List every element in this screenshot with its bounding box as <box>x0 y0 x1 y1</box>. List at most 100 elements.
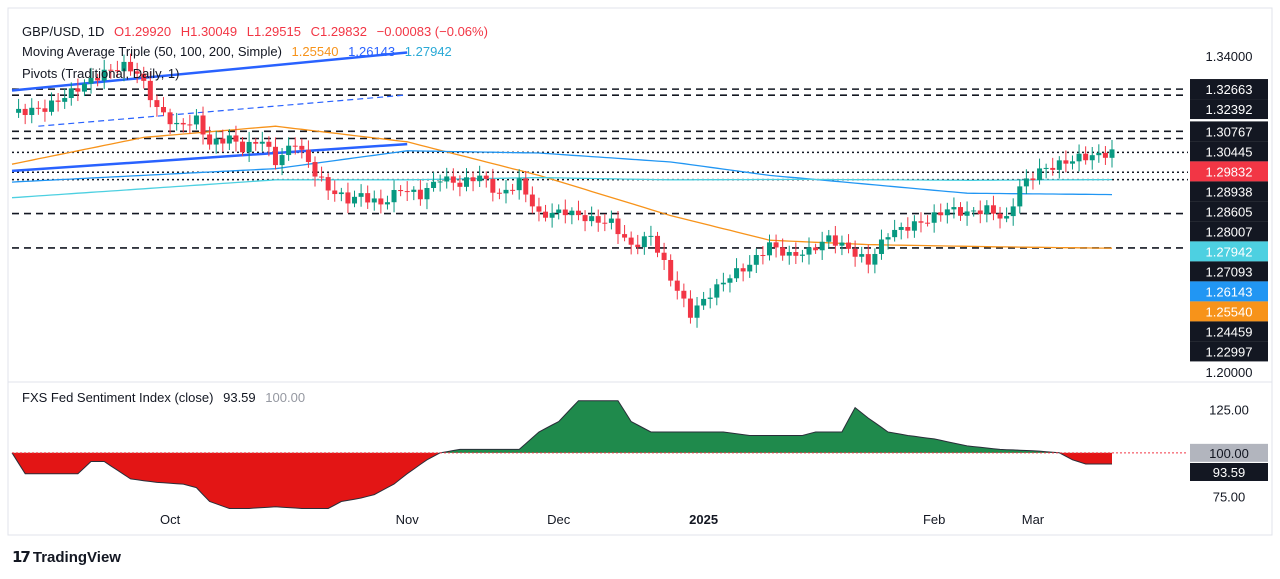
candle-body <box>859 254 865 257</box>
candle-body <box>938 212 944 216</box>
candle-body <box>990 205 996 214</box>
candle-body <box>358 193 364 197</box>
candle-body <box>305 149 311 163</box>
price-label-box <box>1190 241 1268 262</box>
sentiment-line <box>11 400 1112 509</box>
candle-body <box>193 115 199 125</box>
price-label: 1.25540 <box>1206 304 1253 319</box>
candle-body <box>1069 161 1075 164</box>
candle-body <box>292 145 298 147</box>
candle-body <box>701 298 707 306</box>
candle-body <box>608 218 614 223</box>
candle-body <box>905 227 911 231</box>
candle-body <box>417 189 423 200</box>
price-label: 1.29832 <box>1206 164 1253 179</box>
candle-body <box>727 278 733 283</box>
candle-body <box>477 175 483 182</box>
trend-line-lower <box>11 142 408 173</box>
candle-body <box>780 247 786 256</box>
candle-body <box>134 71 140 74</box>
candle-body <box>997 213 1003 219</box>
ma50-value: 1.25540 <box>291 44 339 59</box>
price-label: 1.30445 <box>1206 144 1253 159</box>
symbol-label[interactable]: GBP/USD, 1D <box>22 24 105 39</box>
chart-frame <box>7 7 1273 536</box>
candle-body <box>503 189 509 194</box>
candle-body <box>753 255 759 265</box>
candle-body <box>852 248 858 257</box>
candle-body <box>760 255 766 257</box>
candle-body <box>167 112 173 125</box>
price-label: 1.28938 <box>1206 184 1253 199</box>
ma-label[interactable]: Moving Average Triple (50, 100, 200, Sim… <box>22 44 282 59</box>
candle-body <box>378 198 384 205</box>
candle-body <box>42 108 48 112</box>
candle-body <box>253 141 259 144</box>
sentiment-last-label: 93.59 <box>1213 465 1246 480</box>
x-tick-label: Oct <box>160 512 181 527</box>
brand-name: TradingView <box>32 548 121 566</box>
trend-line-mid <box>38 94 408 127</box>
sentiment-area-below <box>12 452 1112 509</box>
tradingview-brand[interactable]: 𝟭𝟳 TradingView <box>12 548 121 567</box>
candle-body <box>740 268 746 272</box>
x-tick-label: 2025 <box>689 512 718 527</box>
candle-body <box>595 216 601 223</box>
candle-body <box>49 100 55 112</box>
candle-body <box>147 80 153 101</box>
candle-body <box>911 221 917 231</box>
price-label-box <box>1190 99 1268 120</box>
candle-body <box>279 155 285 166</box>
candle-body <box>1056 160 1062 170</box>
candle-body <box>516 178 522 191</box>
candle-body <box>259 141 265 144</box>
candle-body <box>964 211 970 216</box>
low-value: L1.29515 <box>246 24 301 39</box>
candle-body <box>1017 186 1023 207</box>
candle-body <box>766 242 772 256</box>
candle-body <box>345 192 351 204</box>
candle-body <box>431 181 437 189</box>
price-label-box <box>1190 321 1268 342</box>
candle-body <box>892 229 898 238</box>
ma-line <box>11 150 1113 196</box>
fxs-label[interactable]: FXS Fed Sentiment Index (close) <box>22 390 214 405</box>
candle-body <box>668 259 674 281</box>
candle-body <box>575 210 581 216</box>
candle-body <box>35 107 41 109</box>
x-tick-label: Nov <box>396 512 420 527</box>
candle-body <box>272 146 278 166</box>
candle-body <box>1063 160 1069 164</box>
candle-body <box>29 107 35 116</box>
price-label: 1.32663 <box>1206 82 1253 97</box>
x-tick-label: Mar <box>1022 512 1045 527</box>
candle-body <box>806 247 812 255</box>
candle-body <box>325 177 331 191</box>
y-tick-label: 75.00 <box>1213 489 1246 504</box>
price-label: 1.27093 <box>1206 264 1253 279</box>
candle-body <box>661 252 667 260</box>
candle-body <box>365 193 371 203</box>
x-tick-label: Feb <box>923 512 945 527</box>
candle-body <box>543 211 549 218</box>
candle-body <box>114 70 120 72</box>
candle-body <box>536 206 542 212</box>
candle-body <box>312 162 318 177</box>
tradingview-logo-icon: 𝟭𝟳 <box>12 549 31 566</box>
candle-body <box>523 178 529 195</box>
candle-body <box>266 141 272 147</box>
candle-body <box>958 207 964 216</box>
candle-body <box>1023 178 1029 187</box>
candle-body <box>160 107 166 113</box>
pivots-label[interactable]: Pivots (Traditional, Daily, 1) <box>22 66 180 81</box>
candle-body <box>1037 168 1043 181</box>
candle-body <box>338 192 344 195</box>
candle-body <box>444 176 450 182</box>
y-tick-label: 1.20000 <box>1206 365 1253 380</box>
candle-body <box>483 175 489 179</box>
candle-body <box>562 209 568 216</box>
candle-body <box>944 209 950 216</box>
candle-body <box>22 108 28 116</box>
candle-body <box>773 242 779 248</box>
